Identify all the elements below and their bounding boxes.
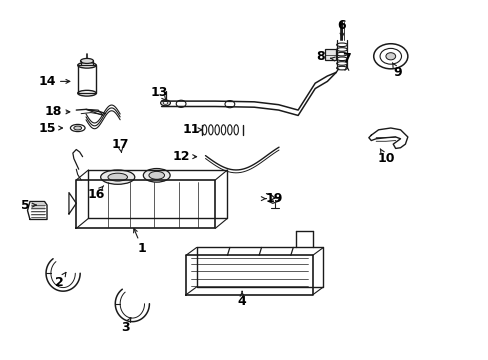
Text: 2: 2: [55, 276, 63, 289]
Text: 16: 16: [87, 188, 104, 201]
Circle shape: [385, 53, 395, 60]
Text: 17: 17: [111, 138, 129, 150]
Text: 11: 11: [182, 123, 199, 136]
Text: 10: 10: [376, 152, 394, 165]
Text: 3: 3: [121, 321, 129, 334]
Text: 13: 13: [150, 86, 167, 99]
Text: 14: 14: [38, 75, 56, 88]
Text: 8: 8: [315, 50, 324, 63]
Text: 18: 18: [44, 105, 61, 118]
Ellipse shape: [108, 173, 127, 181]
Text: 5: 5: [20, 199, 29, 212]
Bar: [78, 65, 96, 93]
Ellipse shape: [74, 126, 81, 130]
Ellipse shape: [143, 168, 170, 182]
Ellipse shape: [149, 171, 164, 179]
Text: 1: 1: [138, 242, 146, 255]
Text: 12: 12: [172, 150, 189, 163]
Text: 6: 6: [337, 19, 346, 32]
Bar: [325, 49, 335, 60]
Ellipse shape: [81, 58, 93, 63]
Text: 19: 19: [264, 192, 282, 205]
Text: 4: 4: [237, 296, 246, 309]
Ellipse shape: [101, 170, 135, 184]
Text: 15: 15: [38, 122, 56, 135]
Text: 7: 7: [342, 51, 350, 64]
Text: 9: 9: [393, 66, 402, 79]
